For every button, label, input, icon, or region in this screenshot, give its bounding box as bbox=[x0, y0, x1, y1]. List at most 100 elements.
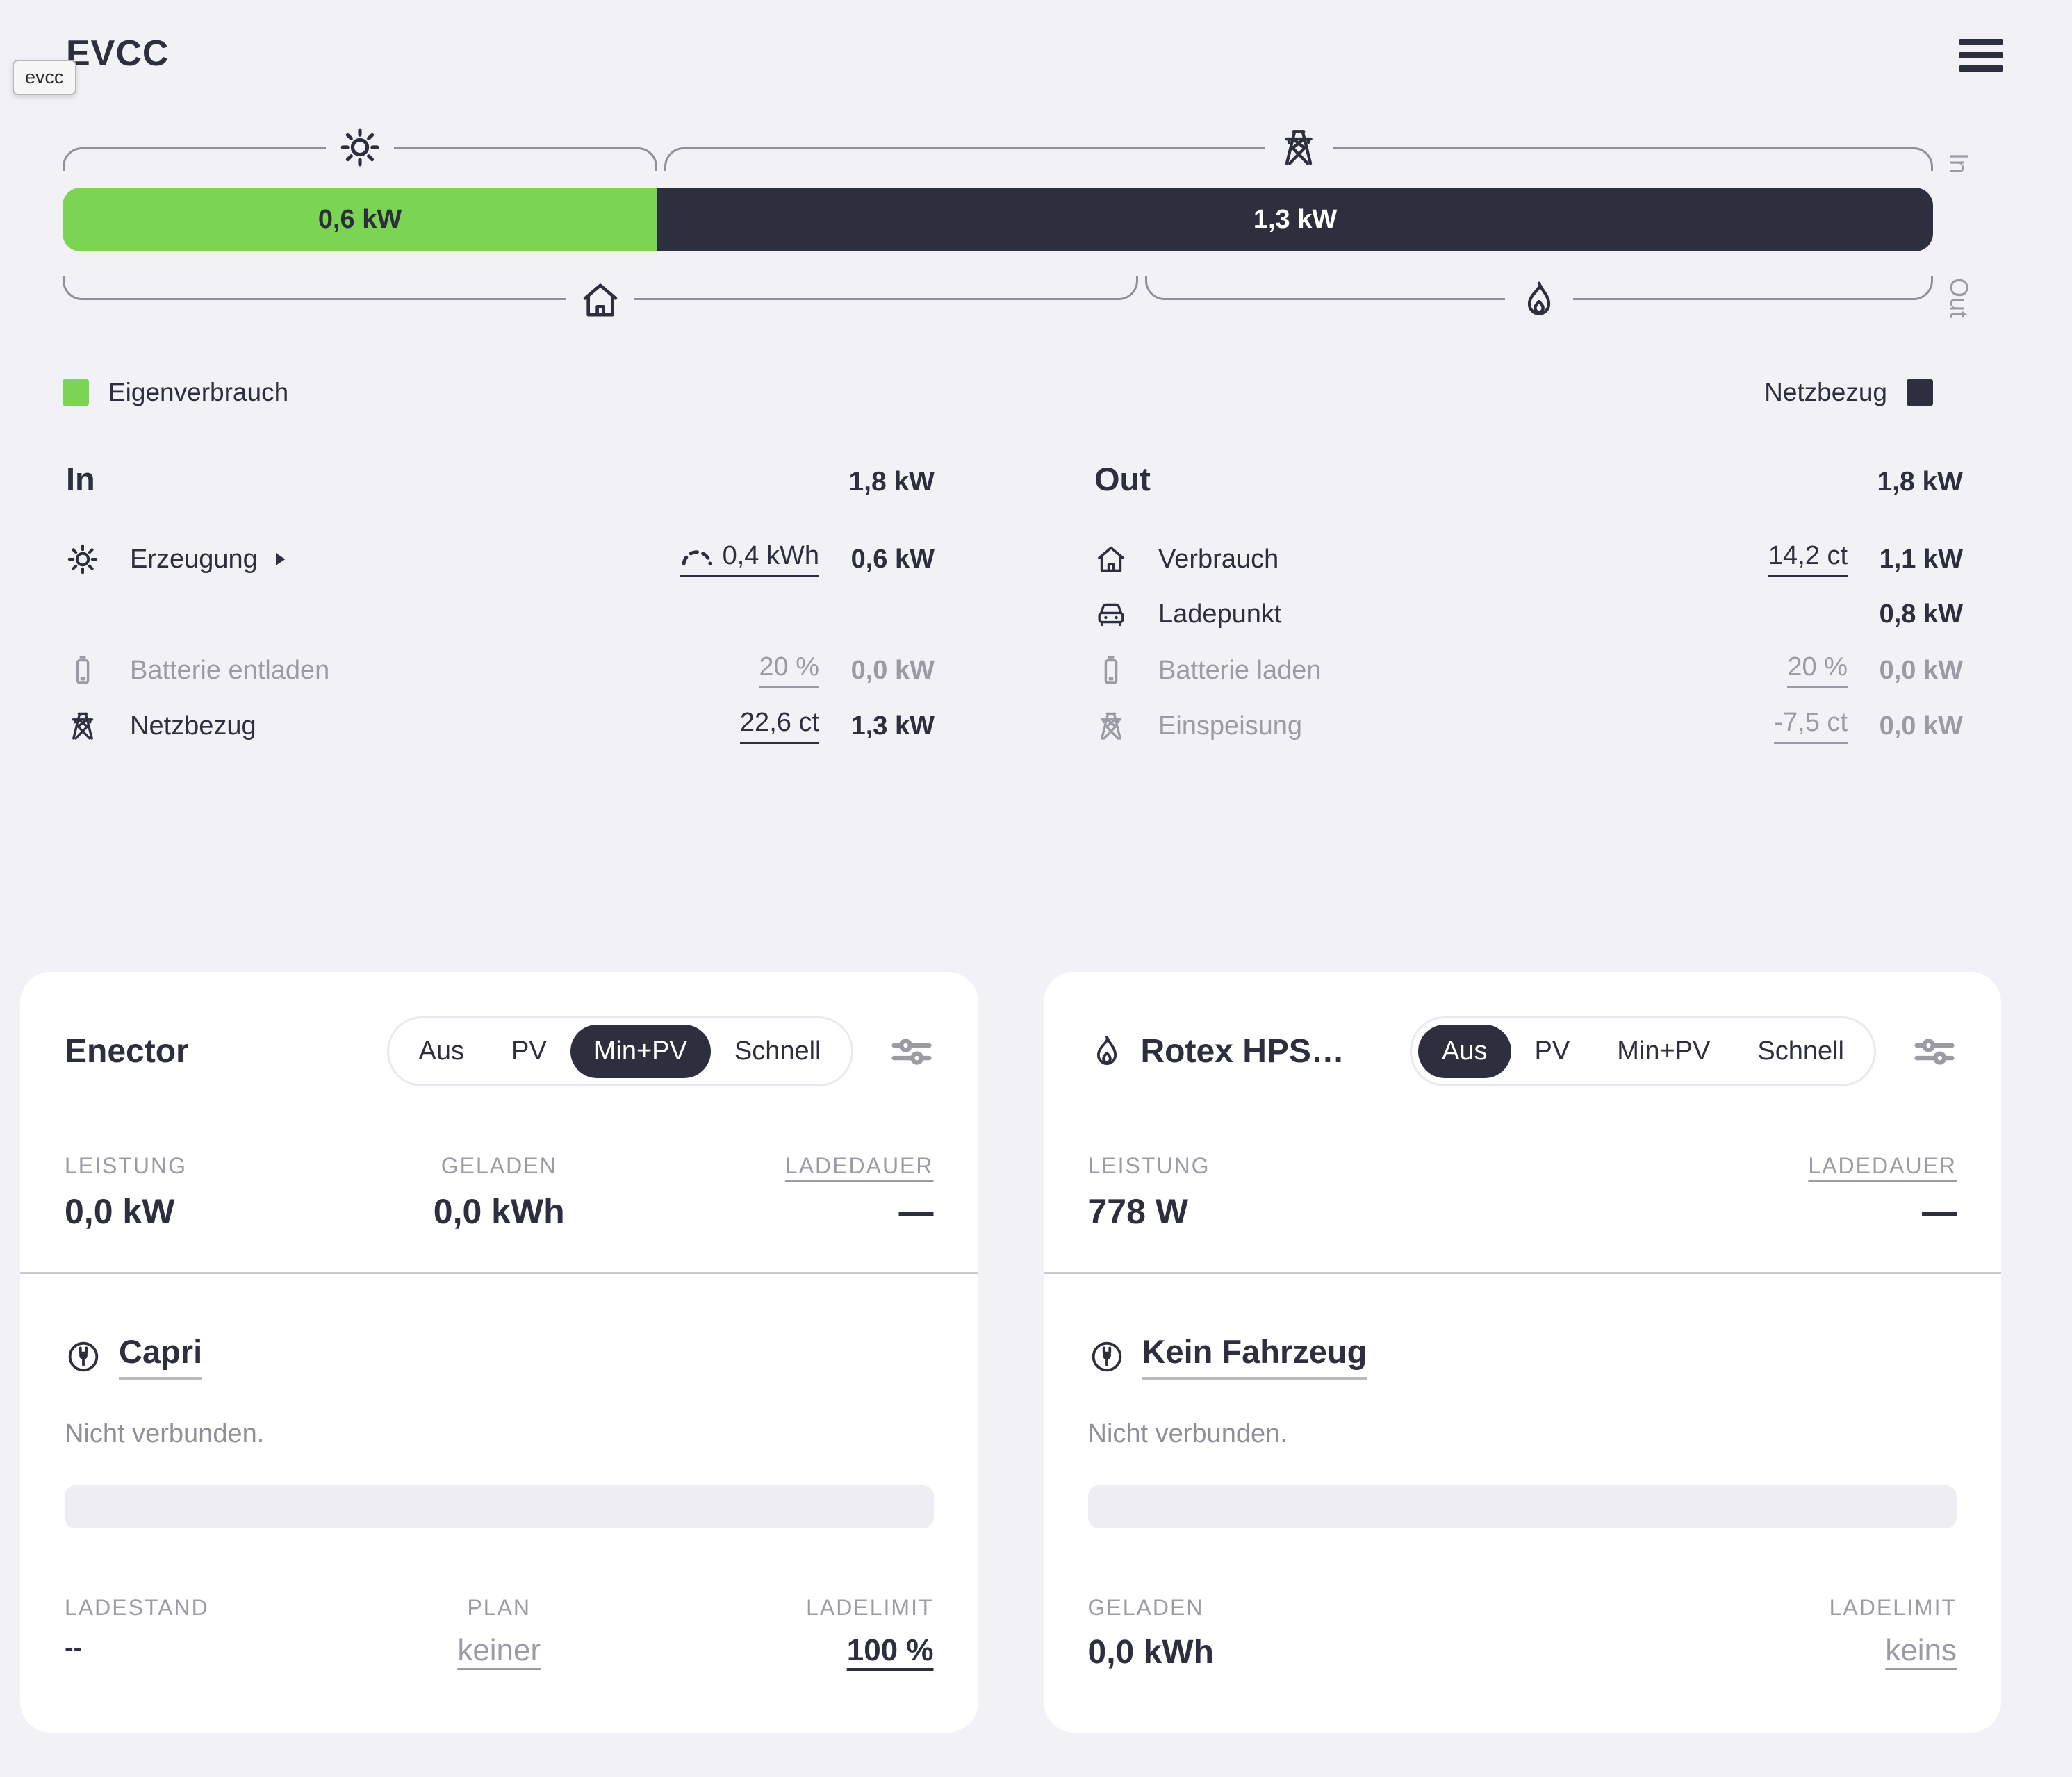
battery-soc-link[interactable]: 20 % bbox=[1787, 652, 1848, 688]
row-erzeugung: Erzeugung 0,4 kWh 0,6 kW bbox=[66, 541, 935, 577]
car-icon bbox=[1094, 597, 1133, 631]
vehicle-soc-progressbar bbox=[1087, 1485, 1957, 1528]
legend-grid-label: Netzbezug bbox=[1764, 378, 1887, 406]
flame-icon bbox=[1504, 279, 1573, 322]
mode-button-schnell[interactable]: Schnell bbox=[711, 1025, 845, 1078]
axis-label-in: In bbox=[1945, 153, 1973, 174]
vehicle-soc-progressbar bbox=[65, 1485, 934, 1528]
stat-label-ladedauer[interactable]: LADEDAUER bbox=[1808, 1153, 1957, 1178]
stat-value-ladedauer: — bbox=[898, 1192, 934, 1231]
stat-label-geladen: GELADEN bbox=[441, 1153, 557, 1178]
loadpoint-settings-button[interactable] bbox=[1912, 1030, 1957, 1074]
mode-button-pv[interactable]: PV bbox=[1511, 1025, 1594, 1078]
loadpoint-title: Rotex HPS… bbox=[1088, 1032, 1345, 1071]
energy-flow-bar[interactable]: 0,6 kW 1,3 kW bbox=[63, 188, 1933, 251]
flame-icon bbox=[1096, 1035, 1117, 1065]
stat-label-ladedauer[interactable]: LADEDAUER bbox=[784, 1153, 934, 1178]
flow-brace-top-right bbox=[664, 126, 1933, 171]
row-value: 1,3 kW bbox=[850, 711, 935, 741]
flow-brace-bottom-left bbox=[63, 276, 1138, 322]
solar-forecast-link[interactable]: 0,4 kWh bbox=[679, 541, 819, 577]
stat-label-ladestand: LADESTAND bbox=[65, 1595, 209, 1620]
out-total: 1,8 kW bbox=[1877, 467, 1963, 497]
legend-self-consumption: Eigenverbrauch bbox=[63, 378, 288, 407]
flow-sources-braces: In bbox=[63, 126, 1973, 174]
pylon-icon bbox=[1094, 709, 1133, 743]
flow-brace-top-left bbox=[63, 126, 658, 171]
mode-button-schnell[interactable]: Schnell bbox=[1734, 1025, 1868, 1078]
pylon-icon bbox=[1265, 126, 1333, 169]
loadpoint-settings-button[interactable] bbox=[889, 1030, 934, 1074]
pylon-icon bbox=[66, 709, 105, 743]
flow-consumers-braces: Out bbox=[63, 276, 1973, 322]
pv-power-label: 0,6 kW bbox=[318, 204, 402, 234]
charge-limit-link[interactable]: 100 % bbox=[846, 1633, 934, 1667]
row-value: 0,0 kW bbox=[850, 655, 935, 685]
stat-label-plan: PLAN bbox=[467, 1595, 532, 1620]
vehicle-name-link[interactable]: Capri bbox=[119, 1332, 203, 1380]
grid-power-label: 1,3 kW bbox=[1253, 204, 1338, 234]
card-divider bbox=[1043, 1272, 2001, 1274]
forecast-arc-icon bbox=[680, 546, 714, 566]
sun-icon bbox=[66, 543, 105, 576]
flow-bar-pv-segment[interactable]: 0,6 kW bbox=[63, 188, 658, 251]
green-swatch-icon bbox=[63, 379, 89, 406]
sliders-icon bbox=[889, 1030, 934, 1074]
row-ladepunkt: Ladepunkt 0,8 kW bbox=[1094, 597, 1963, 631]
house-icon bbox=[566, 279, 634, 322]
battery-icon bbox=[66, 654, 105, 687]
energy-flow-visualization: In 0,6 kW 1,3 kW Out Eigenverbrauch Netz… bbox=[63, 126, 1973, 407]
in-title: In bbox=[66, 461, 95, 497]
row-einspeisung: Einspeisung -7,5 ct 0,0 kW bbox=[1094, 708, 1963, 744]
energy-details: In 1,8 kW Erzeugung 0,4 kWh 0,6 kW Batte… bbox=[66, 460, 1963, 763]
energy-in-column: In 1,8 kW Erzeugung 0,4 kWh 0,6 kW Batte… bbox=[66, 460, 935, 763]
app-header: evcc EVCC bbox=[0, 0, 2072, 104]
vehicle-status: Nicht verbunden. bbox=[65, 1419, 265, 1448]
loadpoint-cards: Enector Aus PV Min+PV Schnell LEISTUNG 0… bbox=[20, 972, 2001, 1733]
flow-bar-grid-segment[interactable]: 1,3 kW bbox=[657, 188, 1933, 251]
stat-label-leistung: LEISTUNG bbox=[65, 1153, 188, 1178]
row-batterie-entladen: Batterie entladen 20 % 0,0 kW bbox=[66, 652, 935, 688]
stat-label-ladelimit: LADELIMIT bbox=[806, 1595, 934, 1620]
mode-button-minpv[interactable]: Min+PV bbox=[1593, 1025, 1734, 1078]
evcc-tooltip: evcc bbox=[13, 60, 76, 95]
card-divider bbox=[20, 1272, 978, 1274]
mode-button-aus[interactable]: Aus bbox=[395, 1025, 488, 1078]
feedin-price-link[interactable]: -7,5 ct bbox=[1774, 708, 1848, 744]
grid-price-link[interactable]: 22,6 ct bbox=[739, 708, 819, 744]
mode-button-pv[interactable]: PV bbox=[488, 1025, 570, 1078]
loadpoint-title: Enector bbox=[65, 1033, 189, 1070]
stat-value-leistung: 0,0 kW bbox=[65, 1192, 175, 1231]
plug-circle-icon bbox=[1088, 1338, 1126, 1375]
stat-value-geladen: 0,0 kWh bbox=[433, 1192, 565, 1231]
loadpoint-card-rotex: Rotex HPS… Aus PV Min+PV Schnell LEISTUN… bbox=[1043, 972, 2001, 1733]
row-batterie-laden: Batterie laden 20 % 0,0 kW bbox=[1094, 652, 1963, 688]
plan-link[interactable]: keiner bbox=[457, 1633, 541, 1667]
energy-out-column: Out 1,8 kW Verbrauch 14,2 ct 1,1 kW Lade… bbox=[1094, 460, 1963, 763]
consumption-price-link[interactable]: 14,2 ct bbox=[1768, 541, 1848, 577]
sun-icon bbox=[326, 126, 395, 169]
stat-label-ladelimit: LADELIMIT bbox=[1829, 1595, 1957, 1620]
charge-limit-link[interactable]: keins bbox=[1885, 1633, 1957, 1667]
mode-button-minpv[interactable]: Min+PV bbox=[570, 1025, 711, 1078]
charge-mode-group: Aus PV Min+PV Schnell bbox=[1410, 1016, 1876, 1086]
stat-label-leistung: LEISTUNG bbox=[1087, 1153, 1210, 1178]
legend-self-label: Eigenverbrauch bbox=[108, 378, 289, 406]
in-total: 1,8 kW bbox=[848, 467, 935, 497]
flow-legend: Eigenverbrauch Netzbezug bbox=[63, 378, 1933, 407]
out-title: Out bbox=[1094, 461, 1151, 497]
mode-button-aus[interactable]: Aus bbox=[1418, 1025, 1511, 1078]
stat-value-geladen: 0,0 kWh bbox=[1087, 1634, 1214, 1671]
flow-brace-bottom-right bbox=[1144, 276, 1933, 322]
row-value: 1,1 kW bbox=[1879, 544, 1963, 574]
stat-value-leistung: 778 W bbox=[1087, 1192, 1189, 1231]
chevron-right-icon bbox=[273, 551, 287, 568]
loadpoint-card-enector: Enector Aus PV Min+PV Schnell LEISTUNG 0… bbox=[20, 972, 978, 1733]
battery-soc-link[interactable]: 20 % bbox=[759, 652, 819, 688]
vehicle-status: Nicht verbunden. bbox=[1087, 1419, 1288, 1448]
menu-button[interactable] bbox=[1959, 39, 2003, 72]
row-label[interactable]: Erzeugung bbox=[130, 545, 655, 575]
battery-icon bbox=[1094, 654, 1133, 687]
page-title: EVCC bbox=[66, 33, 170, 74]
vehicle-name-link[interactable]: Kein Fahrzeug bbox=[1142, 1332, 1367, 1380]
